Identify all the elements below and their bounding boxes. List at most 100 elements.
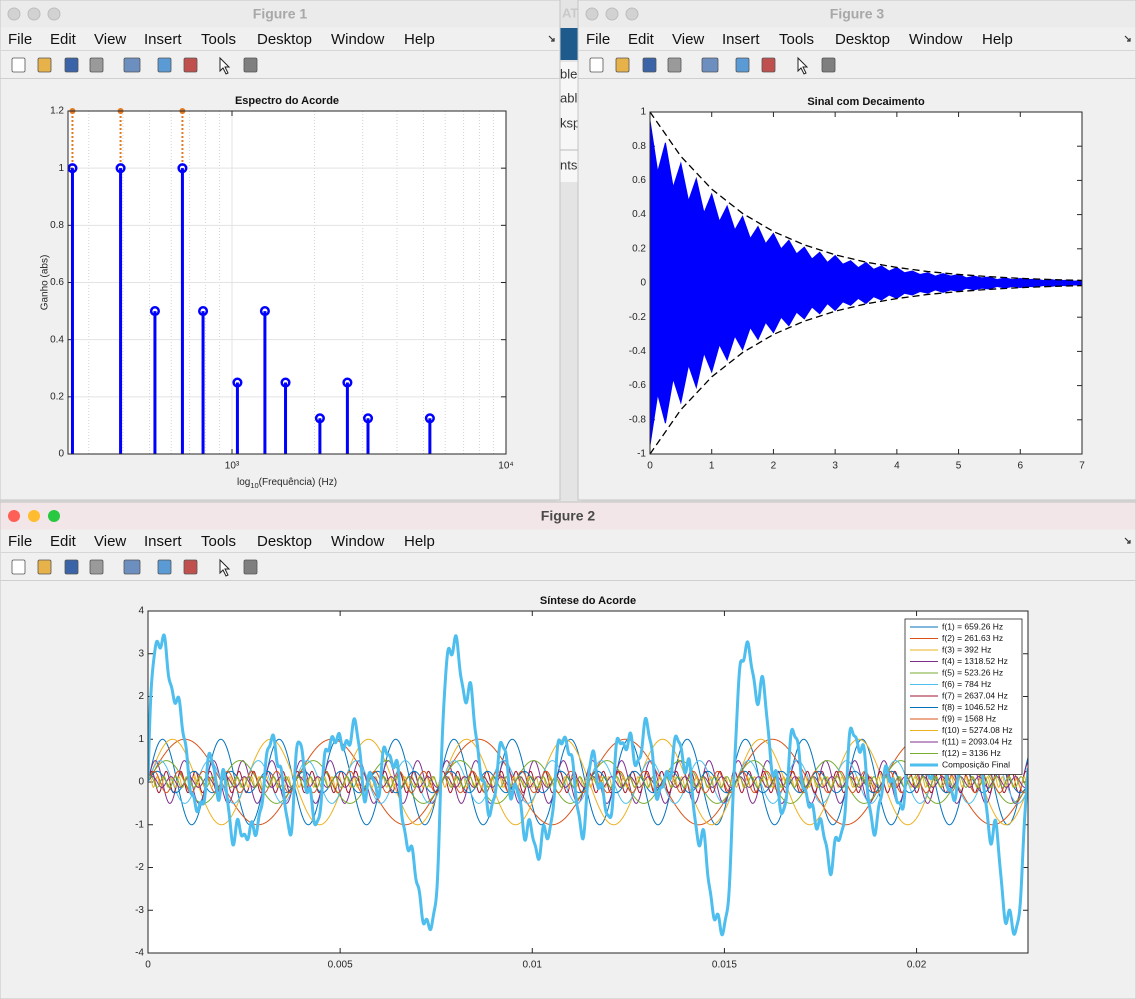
stem-marker — [362, 413, 374, 424]
menu-item[interactable]: View — [672, 31, 704, 48]
menu-arrow[interactable] — [1124, 35, 1131, 42]
menu-item[interactable]: Help — [404, 533, 435, 550]
menu-item[interactable]: Insert — [144, 533, 182, 550]
menu-item[interactable]: Insert — [722, 31, 760, 48]
window-control[interactable] — [27, 7, 41, 21]
toolbar-button[interactable] — [64, 559, 79, 575]
stem-marker — [149, 306, 160, 317]
window-control[interactable] — [585, 7, 599, 21]
y-tick-label: 1.2 — [50, 106, 64, 117]
toolbar-button[interactable] — [243, 559, 258, 575]
toolbar-icon — [761, 57, 776, 73]
toolbar-button[interactable] — [735, 57, 750, 73]
chart-title: Síntese do Acorde — [540, 595, 636, 607]
stem-marker — [259, 306, 270, 317]
legend-label: f(3) = 392 Hz — [942, 644, 991, 654]
menu-item[interactable]: Desktop — [257, 533, 312, 550]
window-control[interactable] — [48, 510, 60, 522]
x-axis-label-part: 10 — [250, 481, 258, 490]
toolbar-button[interactable] — [589, 57, 604, 73]
y-tick-label: 2 — [138, 691, 144, 702]
y-tick-label: 0.2 — [632, 243, 646, 254]
legend-label: f(6) = 784 Hz — [942, 679, 991, 689]
window-title: Figure 1 — [253, 6, 308, 22]
toolbar-button[interactable] — [11, 559, 26, 575]
menu-item[interactable]: Help — [404, 31, 435, 48]
window-control[interactable] — [47, 7, 61, 21]
window-title: Figure 3 — [830, 6, 885, 22]
menu-item[interactable]: File — [586, 31, 610, 48]
toolbar-button[interactable] — [64, 57, 79, 73]
menu-arrow[interactable] — [548, 35, 555, 42]
toolbar-button[interactable] — [219, 56, 231, 75]
menu-item[interactable]: Help — [982, 31, 1013, 48]
axes-box — [147, 610, 1029, 954]
toolbar-button[interactable] — [157, 559, 172, 575]
toolbar-button[interactable] — [183, 559, 198, 575]
toolbar-icon — [183, 57, 198, 73]
menu-item[interactable]: File — [8, 31, 32, 48]
menu-item[interactable]: Tools — [201, 533, 236, 550]
y-tick-label: 0.4 — [632, 209, 646, 220]
toolbar-icon — [89, 559, 104, 575]
y-tick-label: 0 — [58, 449, 64, 460]
y-tick-label: -0.2 — [629, 312, 647, 323]
menu-item[interactable]: Window — [331, 31, 385, 48]
menu-item[interactable]: Edit — [50, 533, 77, 550]
menu-item[interactable]: Edit — [50, 31, 77, 48]
toolbar-icon — [64, 559, 79, 575]
toolbar-button[interactable] — [701, 57, 719, 73]
legend: f(1) = 659.26 Hz f(2) = 261.63 Hzf(3) = 3… — [904, 618, 1023, 775]
legend-label: f(8) = 1046.52 Hz — [942, 702, 1008, 712]
chart: 0 0.2 0.4 0.6 0.8 1 1.2 10³ 10⁴ Espectro do Acord… — [40, 95, 514, 491]
toolbar-button[interactable] — [667, 57, 682, 73]
window-control[interactable] — [7, 7, 21, 21]
menu-arrow[interactable] — [1124, 537, 1131, 544]
x-axis-label: log10(Frequência) (Hz) — [237, 477, 337, 491]
window-control[interactable] — [28, 510, 40, 522]
x-tick-label: 3 — [832, 461, 838, 472]
toolbar-button[interactable] — [123, 559, 141, 575]
menu-item[interactable]: Edit — [628, 31, 655, 48]
toolbar-button[interactable] — [157, 57, 172, 73]
toolbar-button[interactable] — [37, 57, 52, 73]
toolbar-button[interactable] — [11, 57, 26, 73]
chart: -1 -0.8 -0.6 -0.4 -0.2 0 0.2 0.4 0.6 0.8 1 0 1 2 3 4 5 6 7… — [629, 96, 1085, 472]
stem-marker — [342, 377, 353, 388]
y-tick-label: -0.4 — [629, 346, 647, 357]
toolbar-button[interactable] — [797, 56, 809, 75]
toolbar-button[interactable] — [183, 57, 198, 73]
toolbar-button[interactable] — [219, 558, 231, 577]
toolbar-button[interactable] — [89, 57, 104, 73]
window-control[interactable] — [625, 7, 639, 21]
stem-marker — [280, 377, 291, 388]
menu-item[interactable]: Desktop — [257, 31, 312, 48]
y-tick-label: 0.8 — [50, 220, 64, 231]
menu-item[interactable]: File — [8, 533, 32, 550]
toolbar-button[interactable] — [37, 559, 52, 575]
menu-item[interactable]: Desktop — [835, 31, 890, 48]
menu-item[interactable]: Window — [331, 533, 385, 550]
toolbar-button[interactable] — [89, 559, 104, 575]
toolbar-button[interactable] — [123, 57, 141, 73]
menu-item[interactable]: Tools — [201, 31, 236, 48]
toolbar-button[interactable] — [821, 57, 836, 73]
menu-item[interactable]: Insert — [144, 31, 182, 48]
envelope-line — [650, 284, 1082, 454]
legend-label: f(11) = 2093.04 Hz — [942, 736, 1012, 746]
window-control[interactable] — [605, 7, 619, 21]
menu-item[interactable]: Tools — [779, 31, 814, 48]
y-tick-label: 0 — [138, 777, 144, 788]
toolbar-button[interactable] — [761, 57, 776, 73]
menu-item[interactable]: View — [94, 31, 126, 48]
menu-item[interactable]: Window — [909, 31, 963, 48]
legend-label: f(7) = 2637.04 Hz — [942, 690, 1008, 700]
y-tick-label: -0.8 — [629, 414, 647, 425]
toolbar-button[interactable] — [243, 57, 258, 73]
window-control[interactable] — [8, 510, 20, 522]
toolbar-button[interactable] — [642, 57, 657, 73]
toolbar-button[interactable] — [615, 57, 630, 73]
y-tick-label: 3 — [138, 648, 144, 659]
menu-item[interactable]: View — [94, 533, 126, 550]
